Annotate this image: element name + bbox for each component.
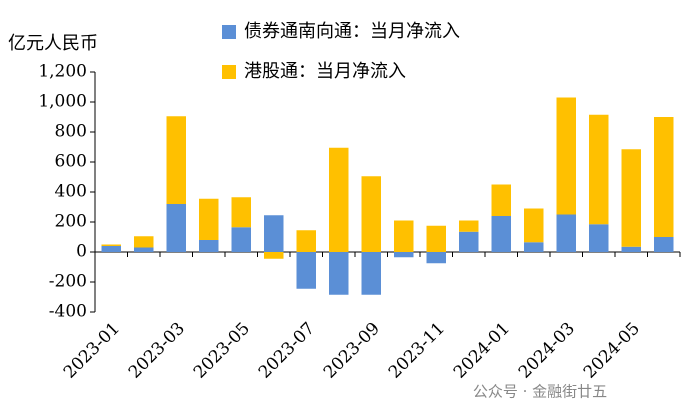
- x-tick-label: 2024-05: [580, 319, 644, 383]
- x-tick-label: 2023-11: [385, 319, 449, 383]
- bar-segment: [621, 149, 641, 247]
- y-tick-label: 1,000: [38, 92, 87, 112]
- bar-segment: [426, 252, 446, 264]
- bar-segment: [101, 246, 121, 252]
- bar-segment: [231, 227, 251, 252]
- bar-segment: [589, 114, 609, 225]
- y-tick-label: -400: [49, 302, 87, 322]
- y-axis-unit: 亿元人民币: [8, 33, 98, 54]
- x-tick-label: 2023-05: [190, 319, 254, 383]
- bar-segment: [524, 208, 544, 243]
- bar-segment: [556, 214, 576, 252]
- bar-segment: [231, 197, 251, 228]
- legend-label: 债券通南向通：当月净流入: [244, 21, 460, 42]
- bar-segment: [264, 215, 284, 252]
- y-tick-label: 1,200: [38, 62, 87, 82]
- bar-segment: [459, 231, 479, 252]
- bar-segment: [361, 252, 381, 295]
- bar-segment: [134, 247, 154, 252]
- x-tick-label: 2023-01: [60, 319, 124, 383]
- bar-segment: [426, 225, 446, 252]
- bar-segment: [296, 230, 316, 252]
- bar-segment: [491, 216, 511, 252]
- bar-segment: [524, 242, 544, 252]
- x-tick-label: 2023-03: [125, 319, 189, 383]
- bar-segment: [199, 240, 219, 252]
- y-tick-label: 0: [76, 242, 87, 262]
- x-tick-label: 2023-07: [255, 319, 319, 383]
- x-tick-label: 2023-09: [320, 319, 384, 383]
- y-tick-label: 800: [55, 122, 87, 142]
- bar-segment: [654, 117, 674, 237]
- bar-segment: [621, 246, 641, 252]
- bar-segment: [329, 252, 349, 295]
- y-tick-label: 200: [55, 212, 87, 232]
- legend-label: 港股通：当月净流入: [244, 61, 406, 82]
- bar-segment: [101, 244, 121, 246]
- legend-swatch: [222, 25, 236, 39]
- bar-segment: [199, 198, 219, 240]
- bar-segment: [134, 236, 154, 248]
- bar-segment: [296, 252, 316, 289]
- watermark: 公众号 · 金融街廿五: [473, 383, 607, 401]
- x-tick-label: 2024-01: [450, 319, 514, 383]
- legend-swatch: [222, 65, 236, 79]
- bar-segment: [264, 252, 284, 259]
- bar-segment: [394, 252, 414, 258]
- bar-segment: [329, 147, 349, 252]
- bar-segment: [556, 97, 576, 215]
- bar-segment: [166, 204, 186, 252]
- bar-segment: [459, 220, 479, 232]
- bar-segment: [491, 184, 511, 216]
- bar-segment: [654, 237, 674, 252]
- y-tick-label: -200: [49, 272, 87, 292]
- x-tick-label: 2024-03: [515, 319, 579, 383]
- bar-segment: [166, 116, 186, 204]
- bar-segment: [589, 224, 609, 252]
- y-tick-label: 600: [55, 152, 87, 172]
- bar-segment: [394, 220, 414, 252]
- bar-segment: [361, 176, 381, 252]
- y-tick-label: 400: [55, 182, 87, 202]
